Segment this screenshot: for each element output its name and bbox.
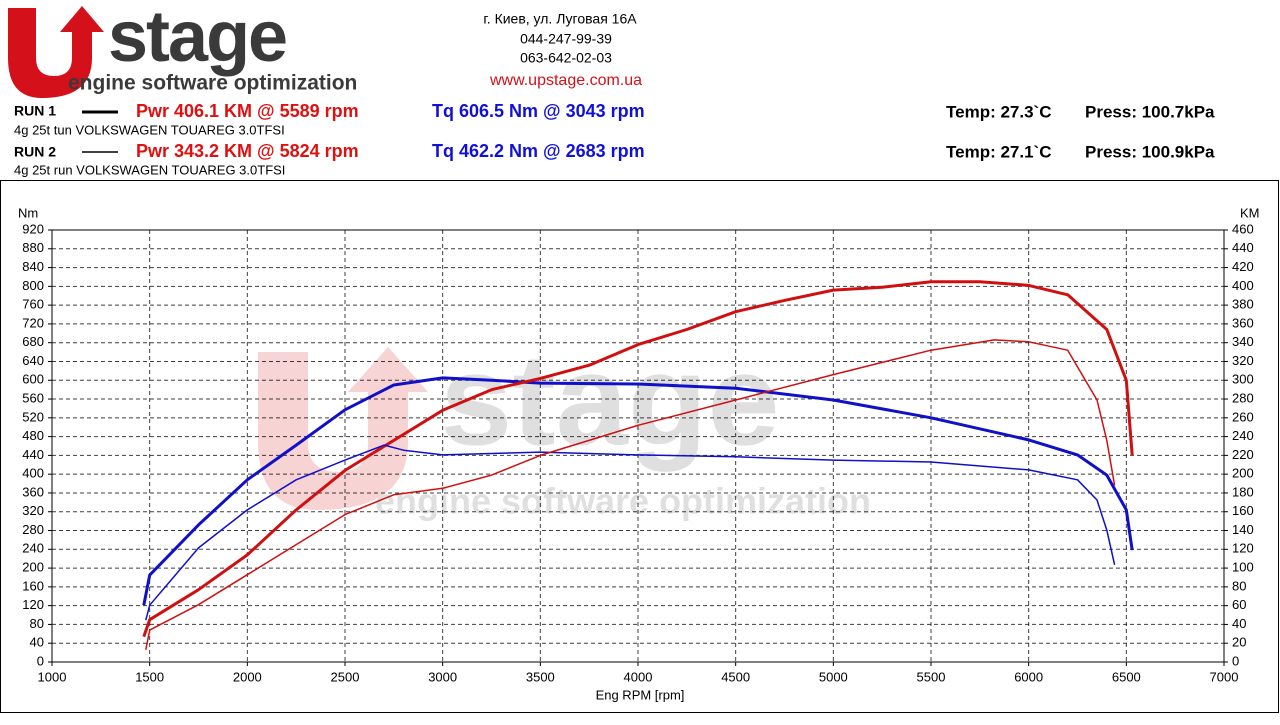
run-press: Press: 100.7kPa [1085,102,1215,121]
run-power: Pwr 343.2 KM @ 5824 rpm [136,141,359,161]
y2-tick-label: 200 [1232,466,1254,481]
y2-tick-label: 60 [1232,597,1246,612]
logo-text: stage [108,0,286,77]
address: г. Киев, ул. Луговая 16А [483,11,637,27]
curve [142,280,1134,638]
phone: 063-642-02-03 [520,50,612,66]
curve [145,339,1116,650]
y-tick-label: 680 [22,334,44,349]
watermark: stage engine software optimization [258,326,871,522]
x-tick-label: 7000 [1210,669,1239,684]
y2-tick-label: 120 [1232,541,1254,556]
y2-tick-label: 400 [1232,278,1254,293]
y2-tick-label: 0 [1232,653,1239,668]
run-torque: Tq 606.5 Nm @ 3043 rpm [432,101,645,121]
curve [142,376,1134,606]
watermark-text: stage [440,326,780,472]
run-temp: Temp: 27.3`C [946,102,1052,121]
run-press: Press: 100.9kPa [1085,142,1215,161]
chart-frame [0,180,1279,713]
run-temp: Temp: 27.1`C [946,142,1052,161]
y2-tick-label: 340 [1232,334,1254,349]
y2-tick-label: 140 [1232,522,1254,537]
y-tick-label: 360 [22,484,44,499]
y-tick-label: 160 [22,578,44,593]
y2-tick-label: 40 [1232,616,1246,631]
y-tick-label: 800 [22,278,44,293]
y2-tick-label: 360 [1232,315,1254,330]
y-tick-label: 120 [22,597,44,612]
y-tick-label: 440 [22,447,44,462]
y2-tick-label: 260 [1232,409,1254,424]
x-tick-label: 6000 [1014,669,1043,684]
x-tick-label: 6500 [1112,669,1141,684]
y-axis-label: Nm [18,205,38,220]
y-tick-label: 880 [22,240,44,255]
y2-tick-label: 300 [1232,372,1254,387]
x-tick-label: 2500 [331,669,360,684]
x-tick-label: 3000 [428,669,457,684]
y-tick-label: 280 [22,522,44,537]
y-tick-label: 600 [22,372,44,387]
phone: 044-247-99-39 [520,31,612,47]
y-tick-label: 720 [22,315,44,330]
x-tick-label: 1500 [135,669,164,684]
y-tick-label: 200 [22,560,44,575]
x-tick-label: 5000 [819,669,848,684]
y-tick-label: 400 [22,466,44,481]
x-axis-label: Eng RPM [rpm] [596,687,685,702]
watermark-subtitle: engine software optimization [375,481,871,522]
y2-tick-label: 220 [1232,447,1254,462]
y-tick-label: 920 [22,221,44,236]
y-tick-label: 520 [22,409,44,424]
website: www.upstage.com.ua [489,72,642,89]
plot: 0408012016020024028032036040044048052056… [22,221,1253,684]
y-tick-label: 80 [30,616,44,631]
run-description: 4g 25t run VOLKSWAGEN TOUAREG 3.0TFSI [14,162,285,177]
run-description: 4g 25t tun VOLKSWAGEN TOUAREG 3.0TFSI [14,122,285,137]
y2-tick-label: 20 [1232,635,1246,650]
y2-tick-label: 460 [1232,221,1254,236]
y-tick-label: 840 [22,259,44,274]
y2-tick-label: 380 [1232,297,1254,312]
y2-tick-label: 280 [1232,390,1254,405]
y-tick-label: 480 [22,428,44,443]
y-tick-label: 760 [22,297,44,312]
x-tick-label: 4500 [721,669,750,684]
y2-tick-label: 180 [1232,484,1254,499]
x-tick-label: 5500 [917,669,946,684]
y2-tick-label: 240 [1232,428,1254,443]
y2-tick-label: 80 [1232,578,1246,593]
logo: stage engine software optimization [8,0,357,98]
y2-tick-label: 440 [1232,240,1254,255]
y-tick-label: 40 [30,635,44,650]
x-tick-label: 3500 [526,669,555,684]
y-tick-label: 640 [22,353,44,368]
y2-tick-label: 100 [1232,560,1254,575]
run-torque: Tq 462.2 Nm @ 2683 rpm [432,141,645,161]
y-tick-label: 320 [22,503,44,518]
y-tick-label: 560 [22,390,44,405]
y2-axis-label: KM [1240,205,1260,220]
logo-mark [8,6,104,98]
x-tick-label: 2000 [233,669,262,684]
y2-tick-label: 160 [1232,503,1254,518]
x-tick-label: 1000 [38,669,67,684]
y2-tick-label: 320 [1232,353,1254,368]
y-tick-label: 0 [37,653,44,668]
run-label: RUN 1 [14,103,56,119]
x-tick-label: 4000 [624,669,653,684]
logo-subtitle: engine software optimization [68,72,357,95]
curve [145,444,1116,621]
y2-tick-label: 420 [1232,259,1254,274]
run-power: Pwr 406.1 KM @ 5589 rpm [136,101,359,121]
y-tick-label: 240 [22,541,44,556]
run-label: RUN 2 [14,144,56,160]
